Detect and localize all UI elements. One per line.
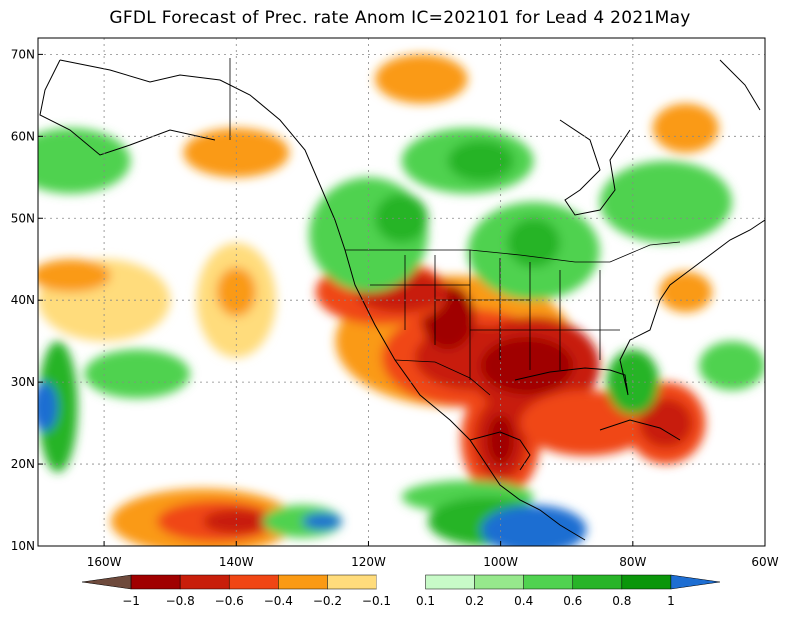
lat-tick-label: 20N xyxy=(11,457,35,471)
colorbar-segment xyxy=(523,574,574,590)
colorbar-label: 1 xyxy=(667,594,675,608)
anomaly-fields xyxy=(38,54,765,546)
colorbar-label: −1 xyxy=(122,594,140,608)
colorbar-segment xyxy=(621,574,672,590)
anomaly-region xyxy=(507,218,561,268)
anomaly-region xyxy=(487,414,514,465)
north-america-coastline xyxy=(59,59,765,541)
lon-tick-label: 160W xyxy=(87,555,122,569)
anomaly-region xyxy=(302,513,343,530)
anomaly-region xyxy=(480,337,574,395)
chart-title: GFDL Forecast of Prec. rate Anom IC=2021… xyxy=(109,8,691,28)
lon-tick-label: 140W xyxy=(219,555,254,569)
anomaly-region xyxy=(38,128,131,194)
lon-tick-label: 100W xyxy=(483,555,518,569)
colorbar-segment xyxy=(278,574,328,590)
colorbar-segment xyxy=(474,574,524,590)
anomaly-region xyxy=(447,140,514,182)
colorbar-label: 0.6 xyxy=(563,594,582,608)
lat-tick-label: 40N xyxy=(11,293,35,307)
anomaly-region xyxy=(599,160,732,243)
anomaly-region xyxy=(639,398,693,448)
anomaly-region xyxy=(38,259,111,292)
colorbar-label: 0.2 xyxy=(465,594,484,608)
anomaly-region xyxy=(375,54,468,104)
lat-tick-label: 70N xyxy=(11,47,35,61)
lat-tick-label: 10N xyxy=(11,539,35,553)
anomaly-region xyxy=(375,193,428,243)
cuba-coastline xyxy=(599,419,681,441)
axis-ticks: 70N 60N 50N 40N 30N 20N 10N 160W 140W 120W 100W 80W… xyxy=(11,47,779,569)
lat-tick-label: 50N xyxy=(11,211,35,225)
colorbar-label: 0.4 xyxy=(514,594,533,608)
coastlines xyxy=(39,59,765,541)
colorbar-label: −0.1 xyxy=(362,594,391,608)
lon-tick-label: 60W xyxy=(751,555,778,569)
anomaly-region xyxy=(84,349,191,399)
colorbar-label: −0.6 xyxy=(215,594,244,608)
anomaly-region xyxy=(659,271,713,313)
colorbar-segment xyxy=(179,574,230,590)
greenland-coastline xyxy=(719,59,761,111)
colorbar-segment xyxy=(130,574,181,590)
anomaly-region xyxy=(38,382,58,432)
colorbar-segment xyxy=(327,574,377,590)
us-mexico-border xyxy=(394,359,491,396)
colorbar-segment xyxy=(425,574,475,590)
alaska-coastline xyxy=(39,59,216,156)
anomaly-region xyxy=(698,341,765,391)
anomaly-region xyxy=(652,103,719,153)
colorbar-segment xyxy=(228,574,279,590)
colorbar-segment xyxy=(376,575,426,589)
colorbar: −1 −0.8 −0.6 −0.4 −0.2 −0.1 0.1 0.2 0.4 0.6 0.8 1 xyxy=(81,574,721,608)
lon-tick-label: 120W xyxy=(351,555,386,569)
colorbar-label: −0.2 xyxy=(313,594,342,608)
colorbar-segment xyxy=(81,574,132,590)
anomaly-region xyxy=(480,505,587,546)
anomaly-region xyxy=(203,509,270,534)
lat-tick-label: 30N xyxy=(11,375,35,389)
lon-tick-label: 80W xyxy=(619,555,646,569)
colorbar-label: −0.4 xyxy=(264,594,293,608)
colorbar-segment xyxy=(572,574,623,590)
plot-frame xyxy=(37,37,766,547)
lat-tick-label: 60N xyxy=(11,129,35,143)
colorbar-label: 0.1 xyxy=(416,594,435,608)
colorbar-label: −0.8 xyxy=(166,594,195,608)
hudson-bay-coastline xyxy=(559,119,631,216)
colorbar-label: 0.8 xyxy=(612,594,631,608)
anomaly-blobs xyxy=(38,54,765,546)
graticule xyxy=(38,38,765,546)
colorbar-segment xyxy=(670,574,721,590)
